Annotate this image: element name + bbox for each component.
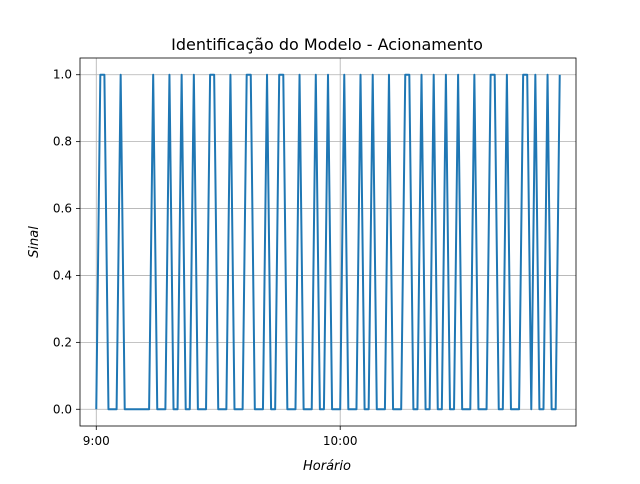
- signal-series-line: [95, 73, 561, 411]
- y-tick-label: 1.0: [53, 68, 72, 82]
- y-tick-label: 0.0: [53, 402, 72, 416]
- x-tick-label: 9:00: [83, 434, 110, 448]
- y-tick-label: 0.6: [53, 202, 72, 216]
- y-tick-label: 0.8: [53, 135, 72, 149]
- chart-title: Identificação do Modelo - Acionamento: [171, 35, 483, 54]
- y-axis-ticks: 0.0 0.2 0.4 0.6 0.8 1.0: [53, 68, 80, 416]
- x-axis-ticks: 9:00 10:00: [83, 426, 358, 448]
- plot-frame: [79, 57, 577, 427]
- x-axis-label: Horário: [303, 459, 351, 474]
- y-tick-label: 0.2: [53, 335, 72, 349]
- series-layer: [95, 73, 561, 411]
- y-axis-label: Sinal: [27, 226, 42, 258]
- y-tick-label: 0.4: [53, 268, 72, 282]
- x-tick-label: 10:00: [323, 434, 358, 448]
